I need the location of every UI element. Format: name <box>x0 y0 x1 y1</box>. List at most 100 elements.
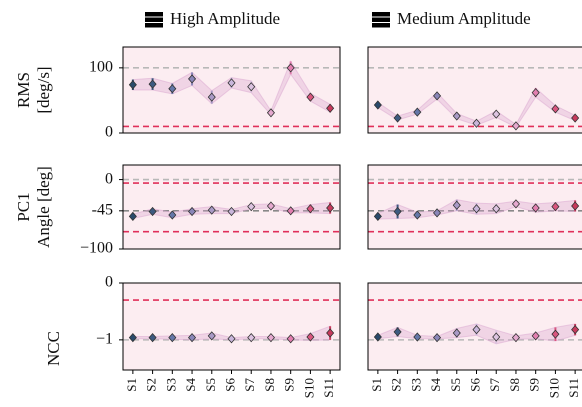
y-tick-label: 0 <box>105 274 113 291</box>
marker <box>266 201 275 211</box>
legend-icon <box>372 17 390 22</box>
marker <box>373 100 382 110</box>
panel <box>367 282 582 371</box>
legend-icon <box>372 23 390 28</box>
marker <box>188 332 197 343</box>
marker <box>326 203 335 213</box>
marker <box>393 206 402 217</box>
x-tick-label: S8 <box>262 378 277 392</box>
x-tick-label: S5 <box>203 378 218 392</box>
marker <box>511 121 520 131</box>
y-axis-label: NCC <box>44 331 63 366</box>
marker <box>531 87 540 98</box>
marker <box>452 328 461 338</box>
marker <box>247 202 256 212</box>
marker <box>227 206 236 217</box>
marker <box>413 210 422 220</box>
marker <box>571 113 580 123</box>
marker <box>266 332 275 343</box>
marker <box>472 325 481 335</box>
marker <box>326 328 335 338</box>
panel <box>122 164 341 250</box>
y-tick-label: −100 <box>80 240 113 257</box>
panel-frame <box>122 164 341 250</box>
panel-background <box>123 283 340 370</box>
marker <box>188 206 197 217</box>
marker <box>393 113 402 123</box>
panel <box>122 282 341 371</box>
x-tick-label: S8 <box>507 378 522 392</box>
marker <box>511 199 520 209</box>
x-tick-label: S10 <box>301 378 316 398</box>
x-tick-label: S11 <box>321 378 336 398</box>
legend-label: High Amplitude <box>170 9 280 28</box>
panel-frame <box>367 46 582 134</box>
x-tick-label: S2 <box>389 378 404 392</box>
marker <box>286 63 295 73</box>
panel-background <box>123 47 340 133</box>
legend-icon <box>145 12 163 17</box>
marker <box>393 327 402 337</box>
x-tick-label: S1 <box>124 378 139 392</box>
marker <box>148 332 157 343</box>
marker <box>551 329 560 339</box>
marker <box>148 79 157 89</box>
marker <box>452 111 461 121</box>
marker <box>286 206 295 216</box>
y-tick-label: 0 <box>105 170 113 187</box>
marker <box>373 332 382 342</box>
marker <box>247 82 256 92</box>
marker <box>148 206 157 217</box>
y-tick-label: -45 <box>92 201 113 218</box>
marker <box>433 332 442 343</box>
marker <box>128 211 137 221</box>
marker <box>207 331 216 341</box>
x-tick-label: S6 <box>222 378 237 392</box>
x-tick-label: S7 <box>242 378 257 392</box>
y-axis-label: Angle [deg] <box>34 166 53 248</box>
marker <box>373 211 382 221</box>
marker <box>227 78 236 88</box>
marker <box>168 332 177 343</box>
legend-icon <box>372 12 390 17</box>
y-tick-label: −1 <box>96 331 113 348</box>
x-tick-label: S2 <box>144 378 159 392</box>
x-tick-label: S11 <box>566 378 581 398</box>
marker <box>433 208 442 218</box>
marker <box>207 92 216 102</box>
marker <box>306 204 315 214</box>
panel-frame <box>122 46 341 134</box>
marker <box>326 103 335 113</box>
y-axis-label: [deg/s] <box>34 66 53 113</box>
marker <box>413 107 422 117</box>
marker <box>472 204 481 214</box>
marker <box>247 332 256 343</box>
legend-icon <box>145 23 163 28</box>
marker <box>571 201 580 211</box>
panel-background <box>368 47 582 133</box>
marker <box>168 210 177 220</box>
panel-background <box>368 283 582 370</box>
marker <box>531 203 540 213</box>
x-tick-label: S3 <box>163 378 178 392</box>
x-tick-label: S10 <box>546 378 561 398</box>
marker <box>551 104 560 114</box>
x-tick-label: S3 <box>408 378 423 392</box>
x-tick-label: S9 <box>282 378 297 392</box>
y-axis-label: RMS <box>14 72 33 108</box>
marker <box>452 200 461 210</box>
x-tick-label: S5 <box>448 378 463 392</box>
x-tick-label: S7 <box>487 378 502 392</box>
y-axis-label: PC1 <box>14 192 33 221</box>
x-tick-label: S1 <box>369 378 384 392</box>
panel <box>367 164 582 250</box>
panel <box>367 46 582 134</box>
x-tick-label: S6 <box>467 378 482 392</box>
x-tick-label: S4 <box>428 378 443 392</box>
marker <box>266 108 275 118</box>
marker <box>128 80 137 90</box>
marker <box>207 205 216 215</box>
marker <box>571 325 580 335</box>
panel <box>122 46 341 134</box>
